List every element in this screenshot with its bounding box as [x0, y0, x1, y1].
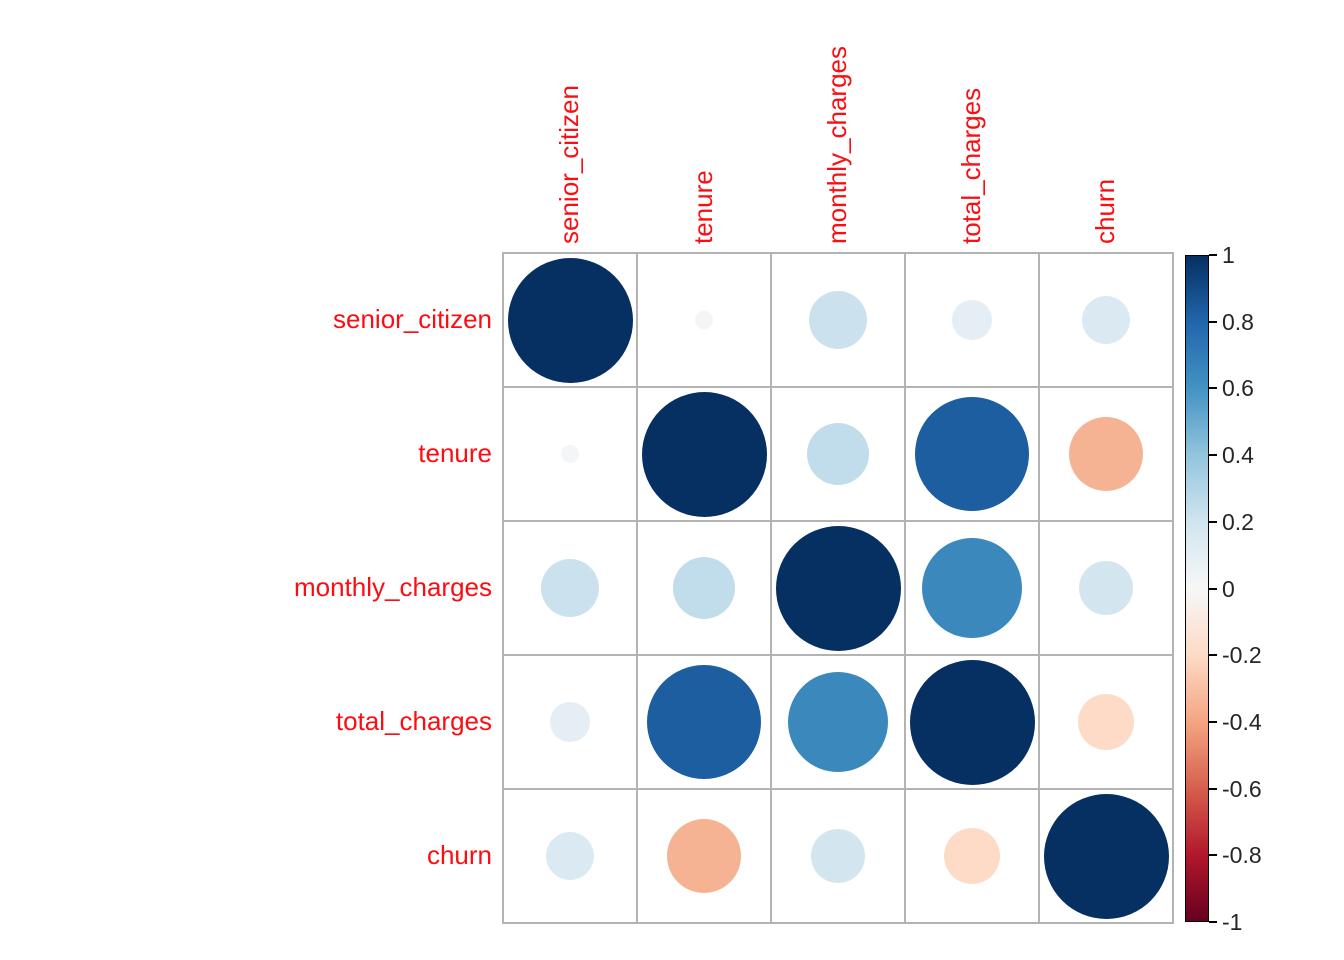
colorbar-tick — [1209, 720, 1217, 723]
correlation-circle — [550, 702, 590, 742]
corr-cell-churn-tenure — [637, 789, 771, 923]
col-label-monthly_charges: monthly_charges — [822, 46, 852, 244]
corr-cell-tenure-tenure — [637, 387, 771, 521]
correlation-circle — [1078, 694, 1134, 750]
correlation-circle — [909, 659, 1035, 785]
correlation-circle — [921, 537, 1023, 639]
correlation-circle — [915, 397, 1029, 511]
corr-cell-churn-monthly_charges — [771, 789, 905, 923]
correlation-circle — [787, 671, 889, 773]
colorbar-tick — [1209, 387, 1217, 390]
correlation-circle — [944, 828, 1000, 884]
row-label-total_charges: total_charges — [335, 706, 492, 736]
correlation-circle — [647, 665, 761, 779]
row-label-monthly_charges: monthly_charges — [294, 572, 492, 602]
colorbar-label--0.6: -0.6 — [1222, 775, 1262, 802]
corr-cell-senior_citizen-tenure — [637, 253, 771, 387]
correlation-circle — [545, 831, 595, 881]
corr-cell-senior_citizen-total_charges — [905, 253, 1039, 387]
colorbar-label--0.2: -0.2 — [1222, 642, 1262, 669]
corr-cell-total_charges-monthly_charges — [771, 655, 905, 789]
correlation-circle — [672, 556, 736, 620]
corr-cell-senior_citizen-monthly_charges — [771, 253, 905, 387]
corr-cell-churn-total_charges — [905, 789, 1039, 923]
corr-cell-total_charges-tenure — [637, 655, 771, 789]
col-label-senior_citizen: senior_citizen — [554, 85, 584, 244]
correlation-circle — [1043, 793, 1169, 919]
correlation-circle — [952, 300, 992, 340]
colorbar-tick — [1209, 320, 1217, 323]
colorbar-tick — [1209, 587, 1217, 590]
correlation-circle — [1081, 295, 1131, 345]
row-label-tenure: tenure — [418, 438, 492, 468]
correlation-circle — [810, 828, 866, 884]
corr-cell-tenure-senior_citizen — [503, 387, 637, 521]
colorbar-tick — [1209, 854, 1217, 857]
colorbar-label-0.8: 0.8 — [1222, 308, 1254, 335]
corr-cell-churn-churn — [1039, 789, 1173, 923]
corr-cell-churn-senior_citizen — [503, 789, 637, 923]
corr-cell-tenure-monthly_charges — [771, 387, 905, 521]
colorbar-label-1: 1 — [1222, 242, 1235, 268]
colorbar-label-0.2: 0.2 — [1222, 508, 1254, 535]
correlation-circle — [695, 311, 713, 329]
correlation-circle — [806, 422, 870, 486]
corr-cell-total_charges-total_charges — [905, 655, 1039, 789]
corr-cell-tenure-total_charges — [905, 387, 1039, 521]
colorbar-label-0: 0 — [1222, 575, 1235, 602]
correlation-grid — [502, 252, 1174, 924]
corr-cell-monthly_charges-senior_citizen — [503, 521, 637, 655]
colorbar-label-0.4: 0.4 — [1222, 442, 1254, 469]
correlation-circle — [1069, 417, 1143, 491]
correlation-circle — [561, 445, 579, 463]
colorbar-tick — [1209, 254, 1217, 256]
correlation-circle — [507, 257, 633, 383]
corr-cell-total_charges-churn — [1039, 655, 1173, 789]
correlation-circle — [667, 819, 741, 893]
corr-cell-tenure-churn — [1039, 387, 1173, 521]
correlation-circle — [808, 290, 868, 350]
colorbar-tick — [1209, 921, 1217, 923]
correlation-circle — [1078, 560, 1134, 616]
corr-cell-senior_citizen-senior_citizen — [503, 253, 637, 387]
colorbar-tick — [1209, 787, 1217, 790]
colorbar-gradient — [1185, 255, 1209, 922]
correlation-circle — [540, 558, 600, 618]
corr-cell-monthly_charges-total_charges — [905, 521, 1039, 655]
col-label-churn: churn — [1090, 178, 1120, 244]
row-label-senior_citizen: senior_citizen — [333, 304, 492, 334]
col-label-tenure: tenure — [688, 170, 718, 244]
colorbar-tick — [1209, 454, 1217, 457]
corr-cell-senior_citizen-churn — [1039, 253, 1173, 387]
colorbar-tick — [1209, 520, 1217, 523]
corr-cell-monthly_charges-churn — [1039, 521, 1173, 655]
colorbar-label--0.4: -0.4 — [1222, 708, 1262, 735]
corr-cell-total_charges-senior_citizen — [503, 655, 637, 789]
correlation-circle — [641, 391, 767, 517]
colorbar-label--1: -1 — [1222, 909, 1243, 935]
correlation-circle — [775, 525, 901, 651]
colorbar-tick — [1209, 654, 1217, 657]
corr-cell-monthly_charges-tenure — [637, 521, 771, 655]
row-label-churn: churn — [426, 840, 492, 870]
col-label-total_charges: total_charges — [956, 87, 986, 244]
colorbar-label--0.8: -0.8 — [1222, 842, 1262, 869]
colorbar-label-0.6: 0.6 — [1222, 375, 1254, 402]
corr-cell-monthly_charges-monthly_charges — [771, 521, 905, 655]
